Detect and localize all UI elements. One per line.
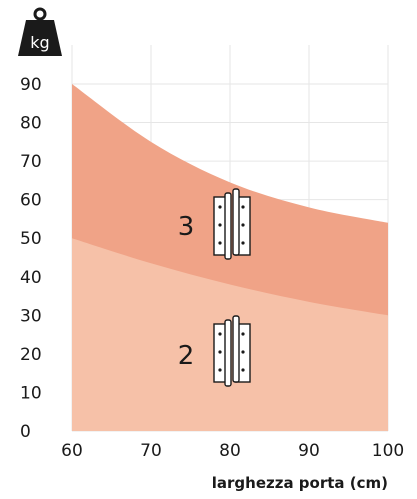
x-tick-label: 90 [298,441,320,461]
y-tick-label: 40 [20,268,42,288]
y-tick-label: 30 [20,306,42,326]
x-tick-label: 70 [140,441,162,461]
x-tick-label: 60 [61,441,83,461]
x-axis: 60 70 80 90 100 [61,441,404,461]
x-axis-title: larghezza porta (cm) [212,474,388,492]
y-tick-label: 10 [20,383,42,403]
kg-weight-icon: kg [18,7,62,56]
y-tick-label: 80 [20,114,42,134]
y-tick-label: 0 [20,422,31,442]
x-tick-label: 80 [219,441,241,461]
y-tick-label: 70 [20,152,42,172]
y-axis: 0 10 20 30 40 50 60 70 80 90 [20,75,42,442]
y-tick-label: 60 [20,191,42,211]
y-axis-unit-label: kg [30,33,49,52]
y-tick-label: 50 [20,229,42,249]
zone-3-label: 3 [178,212,195,242]
y-tick-label: 20 [20,345,42,365]
y-tick-label: 90 [20,75,42,95]
x-tick-label: 100 [372,441,404,461]
zone-2-label: 2 [178,341,195,371]
